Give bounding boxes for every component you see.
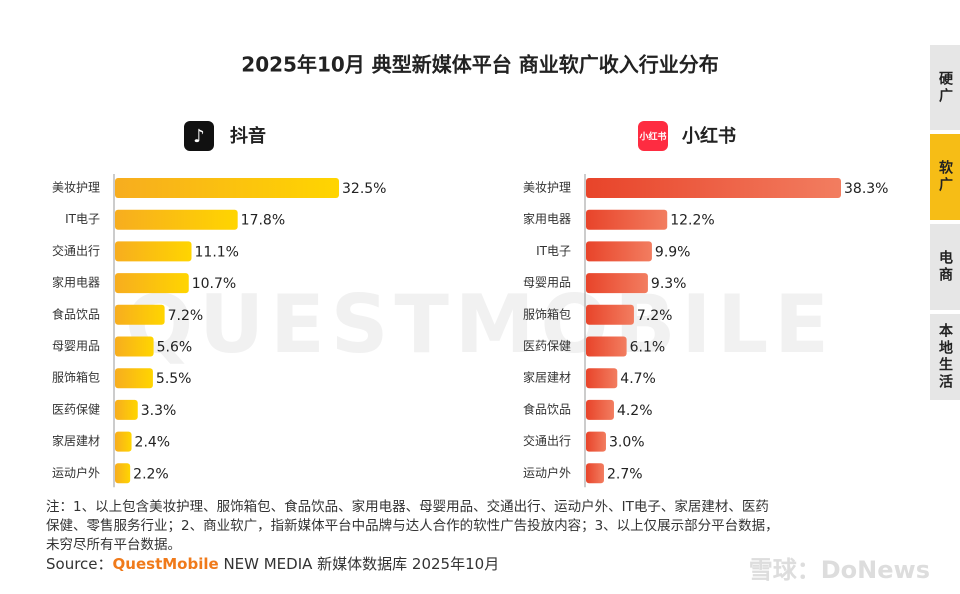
category-label: 家用电器 (523, 211, 571, 226)
category-label: 服饰箱包 (523, 306, 571, 321)
logo (638, 121, 668, 151)
bar (115, 463, 131, 484)
bar (586, 304, 634, 325)
category-label: 母婴用品 (523, 276, 571, 290)
note-line: 保健、零售服务行业；2、商业软广，指新媒体平台中品牌与达人合作的软性广告投放内容… (46, 518, 779, 534)
category-label: 医药保健 (523, 339, 571, 353)
category-label: 家居建材 (523, 370, 571, 385)
bar (586, 209, 668, 230)
value-label: 4.2% (617, 403, 653, 419)
source-text: NEW MEDIA 新媒体数据库 2025年10月 (218, 555, 500, 573)
bar (586, 336, 627, 357)
category-label: 交通出行 (523, 433, 571, 448)
panel-title: 小红书 (682, 125, 736, 147)
logo-text: 小红书 (638, 131, 666, 143)
category-label: 食品饮品 (52, 306, 100, 321)
category-label: 家用电器 (52, 275, 100, 290)
category-label: 美妆护理 (523, 181, 571, 195)
category-label: 食品饮品 (523, 401, 571, 416)
credit: 雪球：DoNews (748, 556, 930, 584)
side-tab[interactable]: 软广 (930, 134, 960, 220)
source-label: Source： (46, 555, 113, 573)
bar (586, 178, 841, 198)
value-label: 9.9% (655, 244, 691, 260)
value-label: 7.2% (637, 308, 673, 324)
value-label: 3.0% (609, 435, 645, 451)
category-label: 家居建材 (52, 433, 100, 448)
category-label: 母婴用品 (52, 339, 100, 353)
side-tab[interactable]: 本地生活 (930, 314, 960, 400)
value-label: 11.1% (195, 244, 239, 260)
category-label: IT电子 (65, 212, 100, 226)
logo (184, 121, 214, 151)
value-label: 10.7% (192, 276, 236, 292)
bar (115, 336, 154, 357)
bar (115, 304, 165, 325)
bar (115, 431, 132, 452)
bar (586, 431, 606, 452)
category-label: 美妆护理 (52, 181, 100, 195)
value-label: 12.2% (670, 213, 714, 229)
value-label: 17.8% (241, 213, 285, 229)
bar (115, 178, 339, 198)
note-line: 注：1、以上包含美妆护理、服饰箱包、食品饮品、家用电器、母婴用品、交通出行、运动… (46, 499, 769, 515)
bar (115, 399, 138, 420)
value-label: 38.3% (844, 181, 888, 197)
bar (115, 273, 189, 294)
value-label: 2.7% (607, 466, 643, 482)
side-tab[interactable]: 硬广 (930, 45, 960, 130)
value-label: 9.3% (651, 276, 687, 292)
source: Source：QuestMobile NEW MEDIA 新媒体数据库 2025… (46, 555, 779, 574)
bar (586, 399, 614, 420)
bar (115, 209, 238, 230)
watermark: QUESTMOBILE (125, 278, 835, 371)
value-label: 5.5% (156, 371, 192, 387)
chart-title: 2025年10月 典型新媒体平台 商业软广收入行业分布 (241, 53, 718, 77)
value-label: 2.2% (133, 466, 169, 482)
category-label: 医药保健 (52, 402, 100, 416)
value-label: 7.2% (168, 308, 204, 324)
note-line: 未穷尽所有平台数据。 (46, 537, 181, 553)
bar (586, 273, 648, 294)
category-label: IT电子 (536, 244, 571, 258)
category-label: 运动户外 (523, 465, 571, 480)
category-label: 运动户外 (52, 465, 100, 480)
bar (115, 368, 153, 389)
bar (115, 241, 192, 262)
source-brand: QuestMobile (112, 555, 219, 573)
bar (586, 368, 618, 389)
value-label: 2.4% (135, 435, 171, 451)
bar (586, 463, 604, 484)
logo-glyph: ♪ (193, 126, 205, 147)
side-tab[interactable]: 电商 (930, 224, 960, 310)
value-label: 6.1% (630, 340, 666, 356)
category-label: 交通出行 (52, 243, 100, 258)
panel-title: 抖音 (230, 125, 266, 147)
notes: 注：1、以上包含美妆护理、服饰箱包、食品饮品、家用电器、母婴用品、交通出行、运动… (46, 498, 779, 574)
bar (586, 241, 652, 262)
value-label: 32.5% (342, 181, 386, 197)
value-label: 4.7% (620, 371, 656, 387)
value-label: 3.3% (141, 403, 177, 419)
category-label: 服饰箱包 (52, 370, 100, 385)
value-label: 5.6% (157, 340, 193, 356)
